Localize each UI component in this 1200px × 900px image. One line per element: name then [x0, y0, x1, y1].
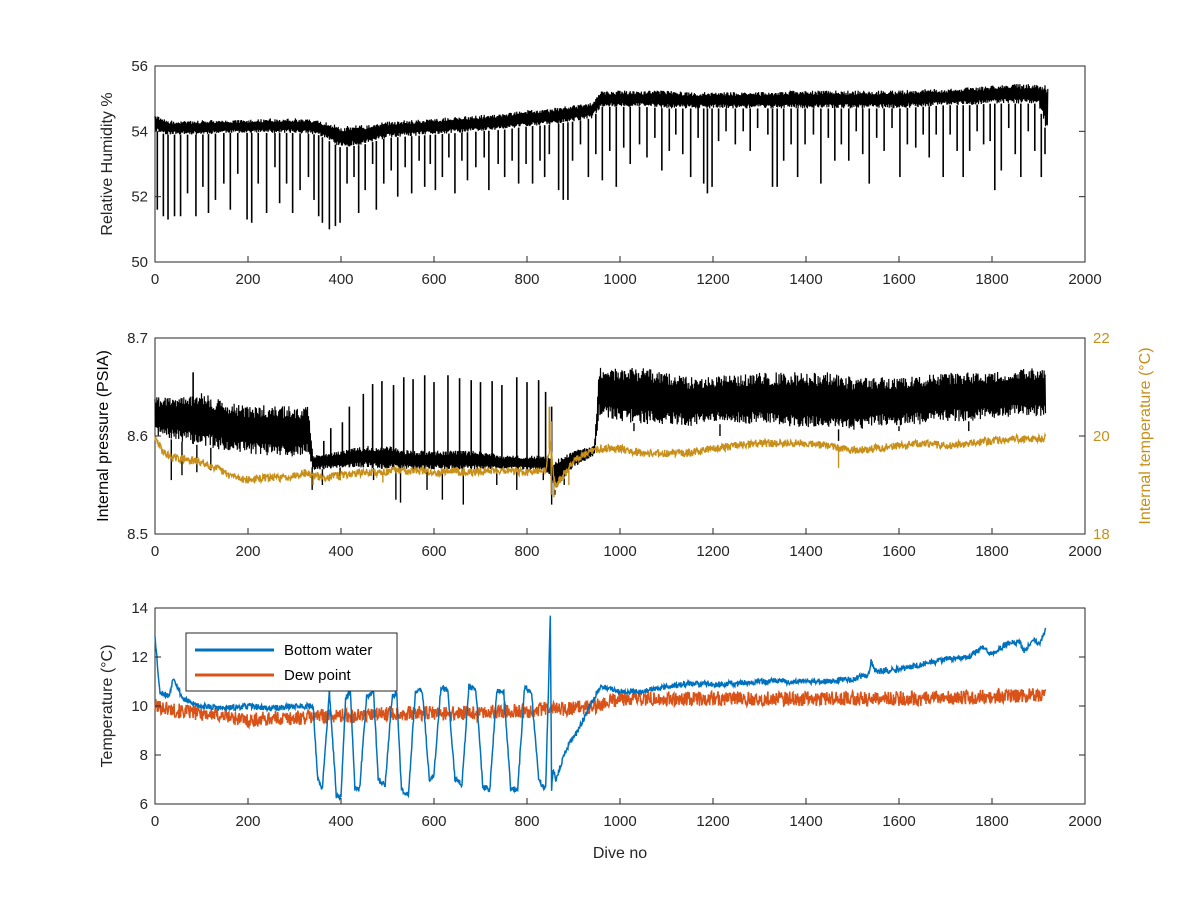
temperature-plot-area: 0 200 400 600 800 1000 1200 1400 1600 1800 2000 6 8… [131, 600, 1101, 830]
pressure-ytick-label: 8.6 [127, 428, 148, 445]
legend-label-dew-point: Dew point [284, 667, 352, 684]
temperature-xtick-label: 1600 [882, 813, 915, 830]
humidity-series-line [154, 84, 1049, 147]
temperature-xtick-label: 1800 [975, 813, 1008, 830]
humidity-xtick-label: 0 [151, 271, 159, 288]
pressure-series-line [154, 367, 1047, 487]
humidity-panel: 0 200 400 600 800 1000 1200 1400 1600 1800 2000 50… [99, 58, 1102, 288]
humidity-xtick-label: 600 [421, 271, 446, 288]
x-axis-label: Dive no [593, 845, 647, 862]
temperature-xtick-label: 1400 [789, 813, 822, 830]
pressure-xtick-label: 400 [328, 543, 353, 560]
legend-label-bottom-water: Bottom water [284, 642, 372, 659]
temperature-ytick-label: 8 [140, 747, 148, 764]
humidity-xtick-label: 1200 [696, 271, 729, 288]
pressure-ytick-right-label: 18 [1093, 526, 1110, 543]
pressure-ytick-right-label: 20 [1093, 428, 1110, 445]
humidity-xtick-label: 200 [235, 271, 260, 288]
temperature-xtick-label: 0 [151, 813, 159, 830]
humidity-ytick-label: 52 [131, 189, 148, 206]
humidity-ytick-layer: 50 52 54 56 [131, 58, 1085, 271]
temperature-ytick-label: 10 [131, 698, 148, 715]
bottom-water-series-line [154, 615, 1047, 801]
humidity-ytick-label: 50 [131, 254, 148, 271]
temperature-xtick-label: 1200 [696, 813, 729, 830]
pressure-series-layer [154, 367, 1047, 505]
pressure-xtick-label: 2000 [1068, 543, 1101, 560]
pressure-xtick-label: 1600 [882, 543, 915, 560]
temperature-ytick-label: 14 [131, 600, 148, 617]
pressure-xtick-label: 1000 [603, 543, 636, 560]
humidity-xtick-label: 1400 [789, 271, 822, 288]
pressure-plot-area: 0 200 400 600 800 1000 1200 1400 1600 1800 2000 8.… [127, 330, 1110, 560]
pressure-xtick-label: 200 [235, 543, 260, 560]
humidity-y-axis-label: Relative Humidity % [99, 92, 116, 235]
pressure-xtick-label: 800 [514, 543, 539, 560]
temperature-xtick-label: 800 [514, 813, 539, 830]
humidity-xtick-label: 1600 [882, 271, 915, 288]
pressure-xtick-label: 0 [151, 543, 159, 560]
internal-temperature-series-line [154, 431, 1047, 489]
pressure-ytick-right-label: 22 [1093, 330, 1110, 347]
legend: Bottom water Dew point [185, 632, 398, 692]
humidity-xtick-label: 2000 [1068, 271, 1101, 288]
temperature-series-layer [154, 615, 1047, 801]
pressure-xtick-layer: 0 200 400 600 800 1000 1200 1400 1600 1800 2000 [151, 528, 1102, 560]
humidity-ytick-label: 56 [131, 58, 148, 75]
pressure-xtick-label: 600 [421, 543, 446, 560]
humidity-xtick-label: 1800 [975, 271, 1008, 288]
temperature-xtick-label: 2000 [1068, 813, 1101, 830]
pressure-ytick-label: 8.7 [127, 330, 148, 347]
humidity-xtick-label: 800 [514, 271, 539, 288]
temperature-xtick-label: 600 [421, 813, 446, 830]
temperature-xtick-label: 200 [235, 813, 260, 830]
temperature-ytick-layer: 6 8 10 12 14 [131, 600, 1085, 813]
legend-box [185, 632, 398, 692]
pressure-xtick-label: 1400 [789, 543, 822, 560]
temperature-xtick-layer: 0 200 400 600 800 1000 1200 1400 1600 1800 2000 [151, 798, 1102, 830]
pressure-ytick-right-layer: 18 20 22 [1093, 330, 1110, 543]
pressure-ytick-layer: 8.5 8.6 8.7 [127, 330, 1085, 543]
humidity-xtick-label: 1000 [603, 271, 636, 288]
humidity-xtick-layer: 0 200 400 600 800 1000 1200 1400 1600 1800 2000 [151, 256, 1102, 288]
dew-point-series-line [154, 687, 1047, 730]
temperature-y-axis-label: Temperature (°C) [99, 645, 116, 768]
pressure-ytick-label: 8.5 [127, 526, 148, 543]
pressure-xtick-label: 1200 [696, 543, 729, 560]
temperature-panel: 0 200 400 600 800 1000 1200 1400 1600 1800 2000 6 8… [99, 600, 1102, 862]
humidity-ytick-label: 54 [131, 123, 148, 140]
humidity-series-layer [154, 84, 1049, 230]
pressure-y-axis-label: Internal pressure (PSIA) [95, 350, 112, 522]
temperature-xtick-label: 1000 [603, 813, 636, 830]
humidity-plot-area: 0 200 400 600 800 1000 1200 1400 1600 1800 2000 50… [131, 58, 1101, 288]
humidity-xtick-label: 400 [328, 271, 353, 288]
temperature-xtick-label: 400 [328, 813, 353, 830]
temperature-ytick-label: 12 [131, 649, 148, 666]
temperature-ytick-label: 6 [140, 796, 148, 813]
internal-temperature-y-axis-label: Internal temperature (°C) [1137, 347, 1154, 524]
pressure-xtick-label: 1800 [975, 543, 1008, 560]
pressure-panel: 0 200 400 600 800 1000 1200 1400 1600 1800 2000 8.… [95, 330, 1154, 560]
